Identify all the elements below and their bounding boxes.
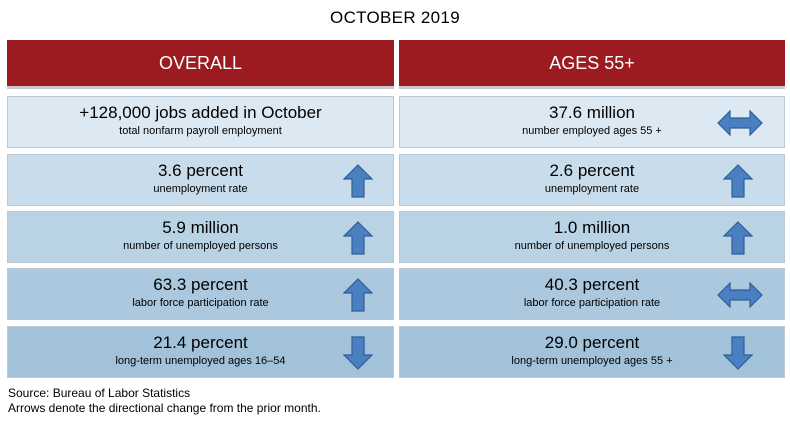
stat-cell-55-employed: 37.6 million number employed ages 55 + bbox=[399, 96, 785, 148]
stat-value: 1.0 million bbox=[553, 218, 631, 237]
column-header-overall: OVERALL bbox=[7, 40, 394, 89]
footer-notes: Source: Bureau of Labor Statistics Arrow… bbox=[8, 386, 321, 416]
stat-label: total nonfarm payroll employment bbox=[119, 125, 282, 137]
stat-cell-55-unemployment-rate: 2.6 percent unemployment rate bbox=[399, 154, 785, 206]
up-arrow-icon bbox=[723, 221, 753, 255]
down-arrow-icon bbox=[343, 336, 373, 370]
unchanged-arrow-icon bbox=[717, 282, 763, 308]
up-arrow-icon bbox=[343, 278, 373, 312]
stat-value: 40.3 percent bbox=[544, 275, 640, 294]
stat-cell-55-unemployed-persons: 1.0 million number of unemployed persons bbox=[399, 211, 785, 263]
column-header-ages-55: AGES 55+ bbox=[399, 40, 785, 89]
up-arrow-icon bbox=[723, 164, 753, 198]
stat-value: 2.6 percent bbox=[549, 161, 635, 180]
source-note: Source: Bureau of Labor Statistics bbox=[8, 386, 191, 400]
stat-cell-overall-unemployed-persons: 5.9 million number of unemployed persons bbox=[7, 211, 394, 263]
stat-cell-overall-participation-rate: 63.3 percent labor force participation r… bbox=[7, 268, 394, 320]
unchanged-arrow-icon bbox=[717, 110, 763, 136]
stat-label: number of unemployed persons bbox=[123, 240, 278, 252]
up-arrow-icon bbox=[343, 164, 373, 198]
stat-label: labor force participation rate bbox=[523, 297, 661, 309]
up-arrow-icon bbox=[343, 221, 373, 255]
stat-value: 21.4 percent bbox=[153, 333, 248, 352]
stat-cell-overall-unemployment-rate: 3.6 percent unemployment rate bbox=[7, 154, 394, 206]
stat-value: 63.3 percent bbox=[153, 275, 248, 294]
stat-value: 5.9 million bbox=[162, 218, 239, 237]
stat-label: long-term unemployed ages 16–54 bbox=[115, 355, 286, 367]
stat-value: +128,000 jobs added in October bbox=[79, 103, 322, 122]
stat-value: 37.6 million bbox=[549, 103, 635, 122]
stat-label: labor force participation rate bbox=[132, 297, 269, 309]
arrow-legend-note: Arrows denote the directional change fro… bbox=[8, 401, 321, 415]
stat-cell-overall-long-term-unemployed: 21.4 percent long-term unemployed ages 1… bbox=[7, 326, 394, 378]
stat-value: 3.6 percent bbox=[157, 161, 244, 180]
down-arrow-icon bbox=[723, 336, 753, 370]
stat-label: unemployment rate bbox=[544, 183, 640, 195]
page-title: OCTOBER 2019 bbox=[330, 8, 460, 27]
stat-label: unemployment rate bbox=[153, 183, 248, 195]
stat-label: number of unemployed persons bbox=[514, 240, 670, 252]
stat-cell-overall-jobs: +128,000 jobs added in October total non… bbox=[7, 96, 394, 148]
stat-value: 29.0 percent bbox=[544, 333, 640, 352]
stat-label: long-term unemployed ages 55 + bbox=[511, 355, 673, 367]
stat-label: number employed ages 55 + bbox=[522, 125, 662, 137]
stat-cell-55-participation-rate: 40.3 percent labor force participation r… bbox=[399, 268, 785, 320]
stat-cell-55-long-term-unemployed: 29.0 percent long-term unemployed ages 5… bbox=[399, 326, 785, 378]
